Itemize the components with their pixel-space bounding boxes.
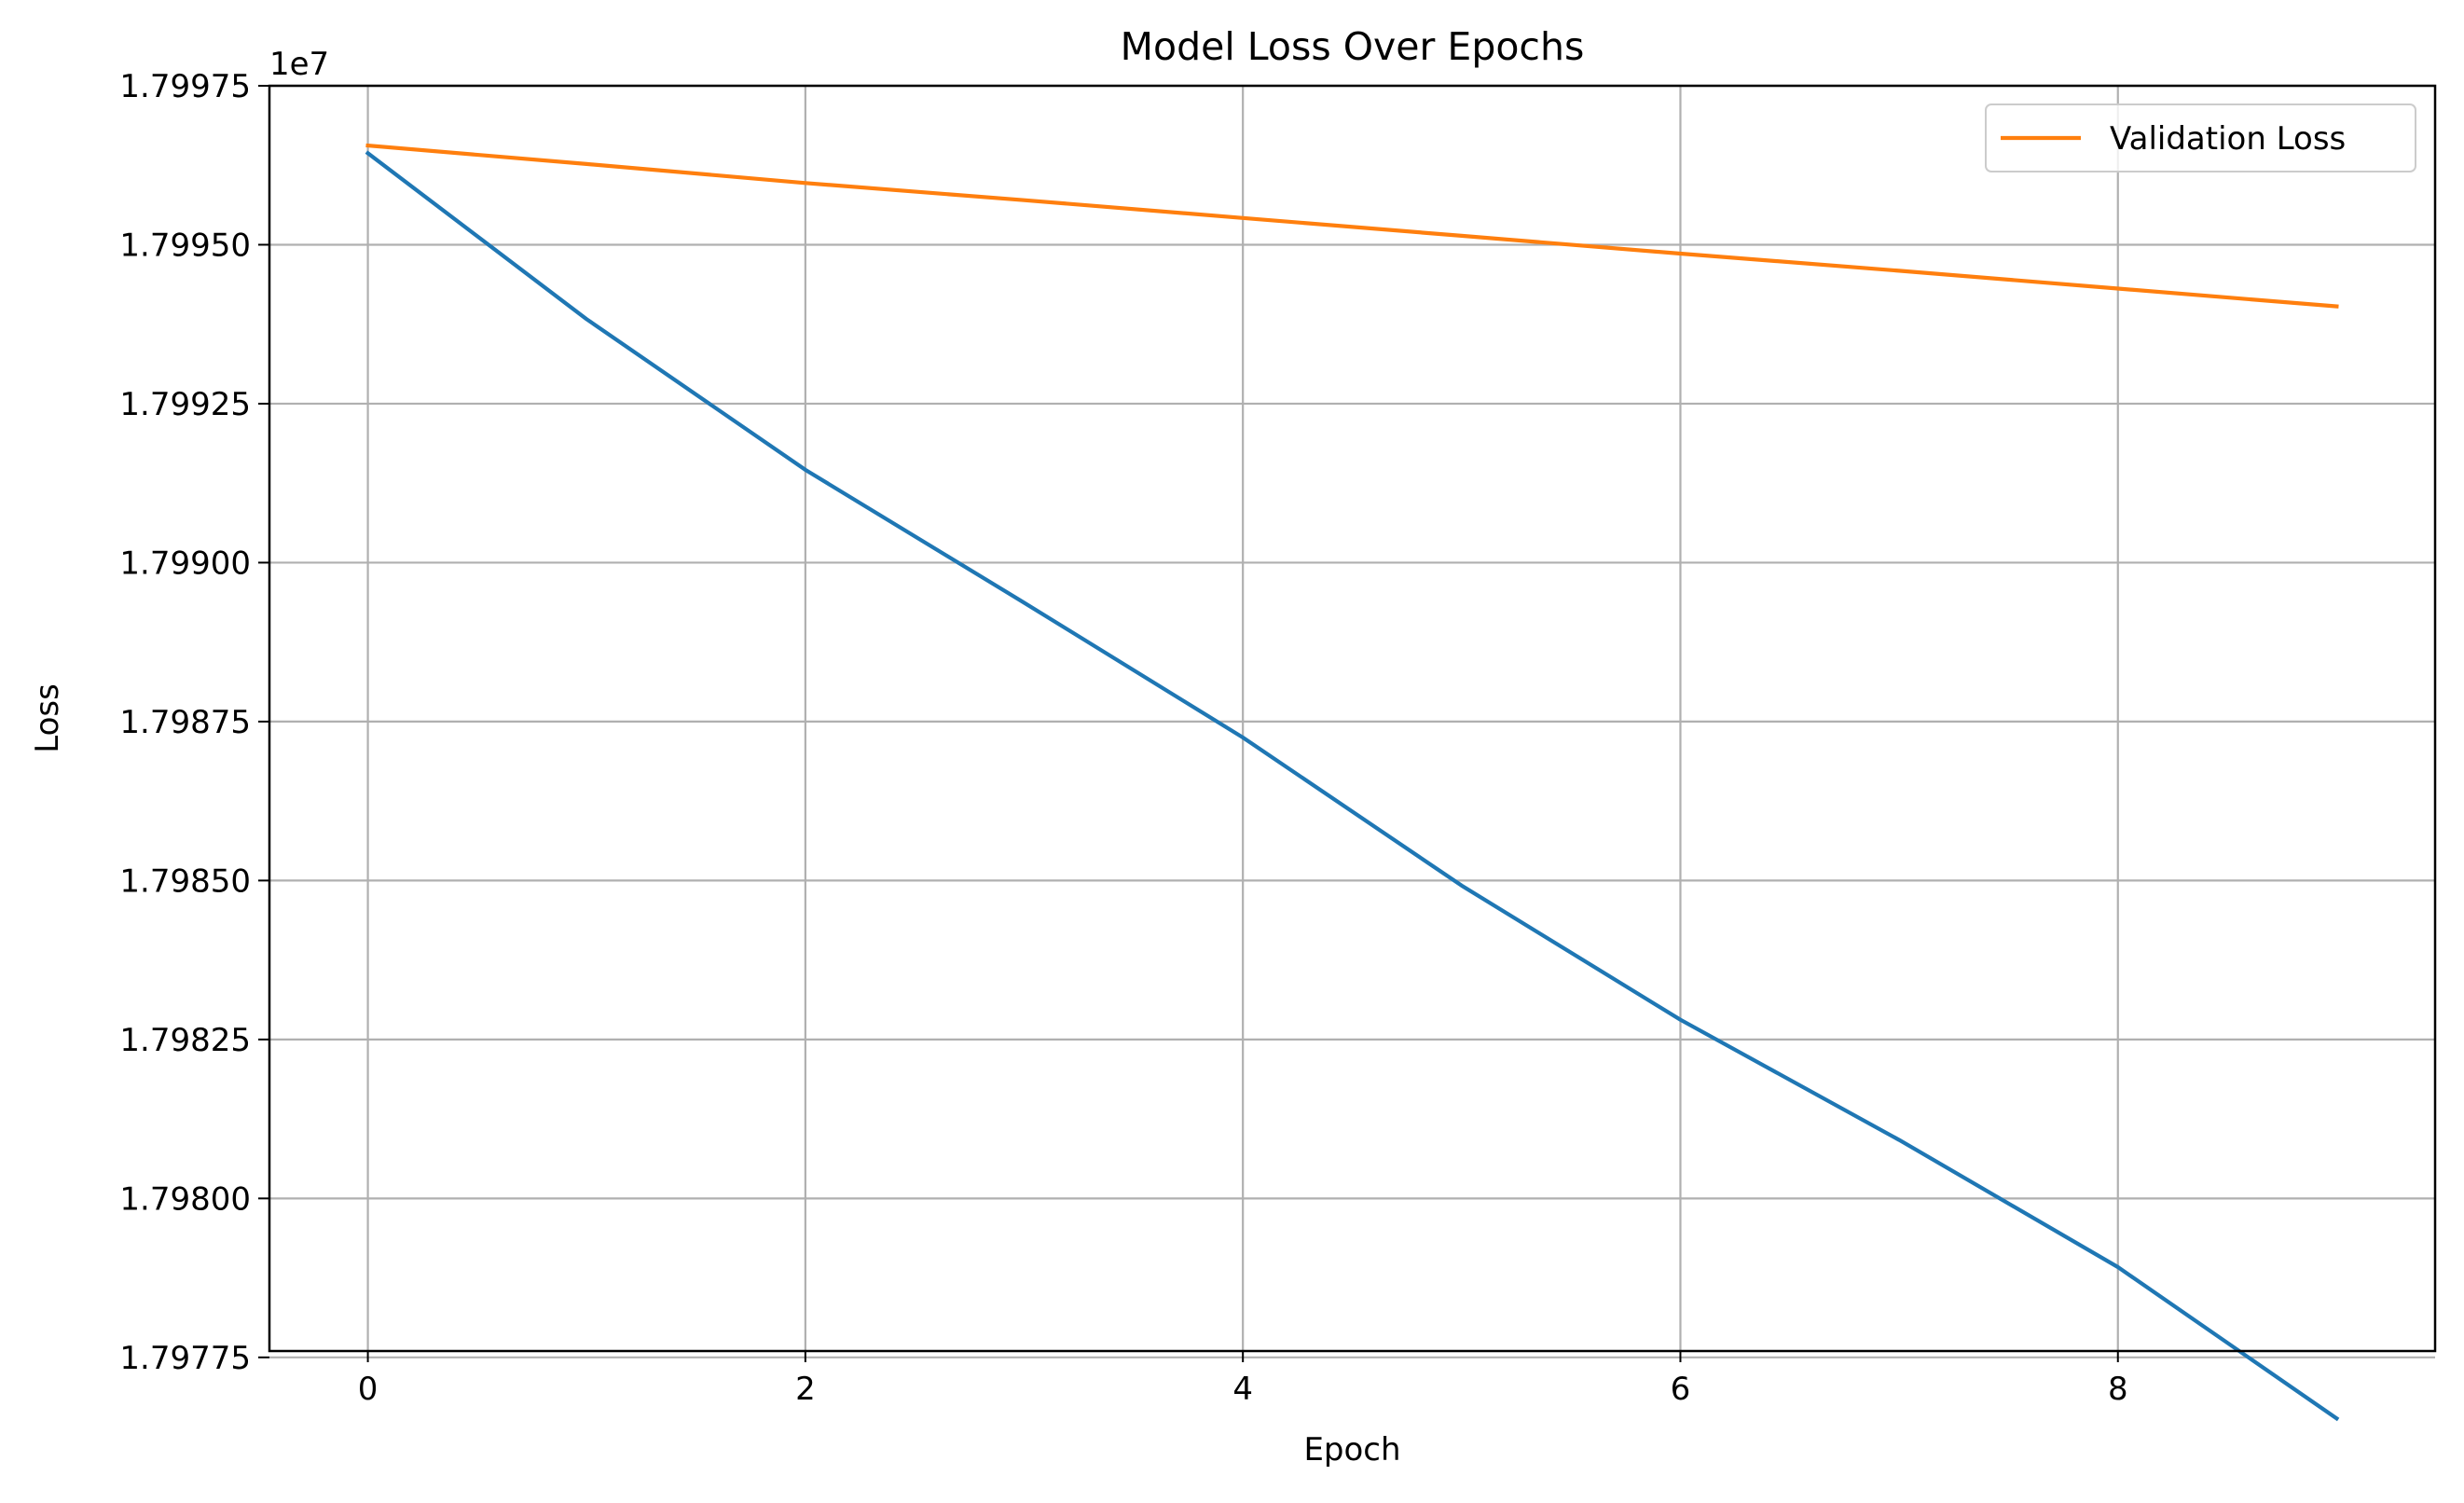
y-tick-label: 1.79850 [119, 862, 251, 900]
y-axis-offset-label: 1e7 [269, 46, 329, 83]
x-tick-label: 8 [2108, 1371, 2128, 1408]
chart-title: Model Loss Over Epochs [1121, 24, 1585, 69]
series-line-train [365, 150, 2340, 1422]
legend-label: Validation Loss [2110, 120, 2346, 158]
legend: Validation Loss [1985, 103, 2416, 172]
series-line-validation [365, 143, 2339, 309]
y-tick-label: 1.79775 [119, 1340, 251, 1377]
y-tick-label: 1.79975 [119, 68, 251, 105]
y-tick-label: 1.79925 [119, 386, 251, 423]
y-tick-label: 1.79875 [119, 704, 251, 741]
legend-box [1985, 103, 2416, 172]
x-axis-ticks: 0 2 4 6 8 [358, 1351, 2128, 1408]
grid-lines [269, 84, 2435, 1358]
x-tick-label: 0 [358, 1371, 379, 1408]
x-tick-label: 6 [1671, 1371, 1691, 1408]
plot-frame [268, 84, 2437, 1353]
y-tick-label: 1.79950 [119, 227, 251, 264]
y-axis-label: Loss [29, 683, 66, 753]
y-tick-label: 1.79825 [119, 1022, 251, 1059]
y-tick-label: 1.79800 [119, 1180, 251, 1218]
x-tick-label: 2 [795, 1371, 816, 1408]
series-lines [365, 143, 2340, 1422]
y-tick-label: 1.79900 [119, 545, 251, 582]
x-tick-label: 4 [1232, 1371, 1253, 1408]
x-axis-label: Epoch [1303, 1431, 1400, 1469]
y-axis-ticks: 1.79775 1.79800 1.79825 1.79850 1.79875 1.799… [119, 68, 269, 1377]
